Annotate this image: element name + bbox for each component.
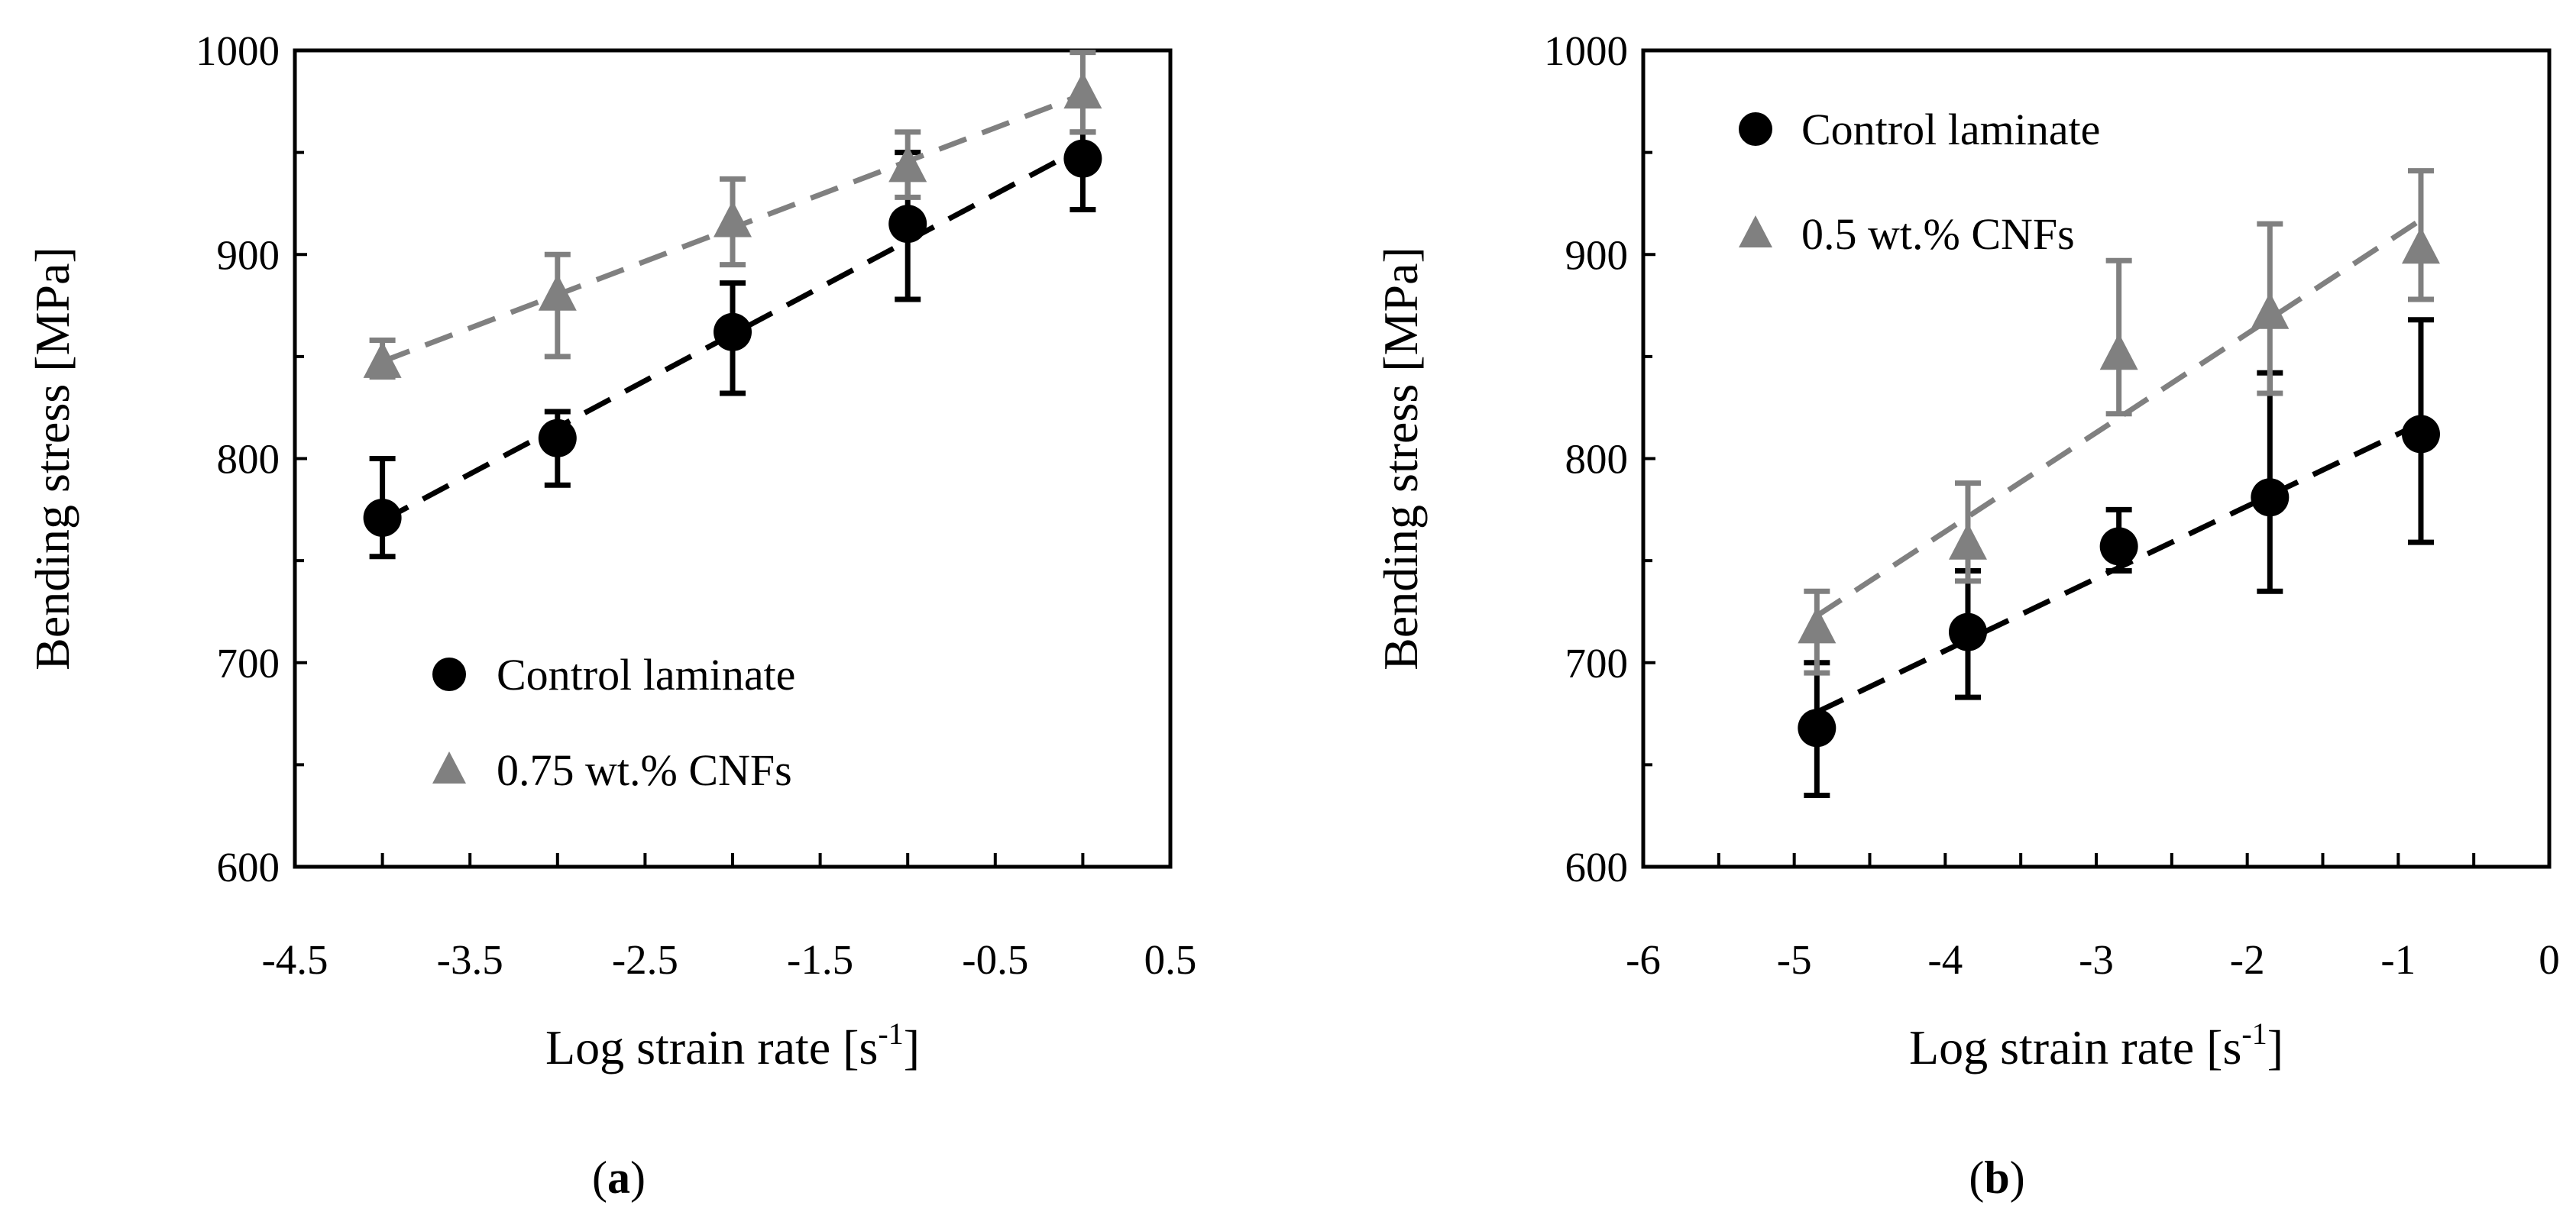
y-axis-label: Bending stress [MPa]	[1374, 247, 1428, 671]
x-tick-label: -6	[1626, 936, 1661, 983]
legend-label: Control laminate	[497, 650, 795, 700]
x-tick-label: 0.5	[1144, 936, 1197, 983]
legend-label: 0.5 wt.% CNFs	[1801, 209, 2075, 259]
data-point	[714, 200, 752, 238]
y-axis-label: Bending stress [MPa]	[25, 247, 79, 671]
x-tick-label: -1	[2380, 936, 2416, 983]
data-point	[1798, 709, 1837, 748]
data-point	[888, 145, 927, 183]
y-tick-label: 700	[1565, 640, 1629, 687]
series-cnf	[363, 50, 1102, 380]
x-axis-label: Log strain rate [s-1]	[545, 1016, 920, 1074]
x-tick-label: -1.5	[787, 936, 853, 983]
data-point	[2099, 333, 2138, 370]
y-tick-label: 800	[217, 436, 280, 483]
x-tick-label: -3.5	[437, 936, 503, 983]
data-point	[1948, 612, 1987, 651]
x-tick-label: -4	[1927, 936, 1963, 983]
data-point	[2099, 527, 2138, 566]
panel-label: (a)	[592, 1152, 646, 1203]
series-control	[363, 129, 1102, 560]
data-point	[714, 312, 752, 351]
y-tick-label: 1000	[1544, 27, 1628, 74]
y-tick-label: 600	[1565, 844, 1629, 890]
y-tick-label: 900	[1565, 231, 1629, 278]
x-tick-label: 0	[2539, 936, 2560, 983]
x-tick-label: -0.5	[962, 936, 1028, 983]
legend-label: Control laminate	[1801, 105, 2100, 154]
legend-marker	[1739, 215, 1772, 247]
x-tick-label: -3	[2079, 936, 2114, 983]
data-point	[363, 341, 402, 378]
legend-label: 0.75 wt.% CNFs	[497, 745, 792, 795]
data-point	[1063, 72, 1102, 109]
y-tick-label: 800	[1565, 436, 1629, 483]
chart-panel-b: 600 700 800 900 1000 -6 -5 -4 -3 -2 -1 0 Log strain …	[1374, 27, 2560, 1203]
x-tick-label: -5	[1777, 936, 1812, 983]
trendline	[380, 145, 1085, 523]
series-control	[1798, 317, 2440, 798]
y-tick-label: 700	[217, 640, 280, 687]
data-point	[1798, 606, 1837, 644]
data-point	[538, 273, 577, 311]
chart-panel-a: 600 700 800 900 1000 -4.5 -3.5 -2.5 -1.5 -0.5 0.5 L…	[25, 27, 1196, 1203]
legend-marker	[432, 751, 466, 784]
trendline	[1815, 217, 2422, 619]
y-tick-label: 900	[217, 231, 280, 278]
data-point	[2251, 292, 2290, 329]
data-point	[1063, 139, 1102, 178]
data-point	[2401, 227, 2440, 264]
data-point	[2251, 478, 2290, 517]
y-tick-label: 600	[217, 844, 280, 890]
legend-marker	[432, 658, 466, 691]
panel-label: (b)	[1969, 1152, 2024, 1203]
legend-marker	[1739, 112, 1772, 146]
data-point	[538, 418, 577, 457]
data-point	[363, 499, 402, 538]
x-axis-label: Log strain rate [s-1]	[1909, 1016, 2283, 1074]
data-point	[2401, 415, 2440, 454]
x-tick-label: -4.5	[261, 936, 328, 983]
x-tick-label: -2	[2230, 936, 2265, 983]
data-point	[888, 205, 927, 244]
series-cnf	[1798, 168, 2440, 676]
data-point	[1948, 522, 1987, 560]
x-tick-label: -2.5	[612, 936, 678, 983]
y-tick-label: 1000	[196, 27, 280, 74]
